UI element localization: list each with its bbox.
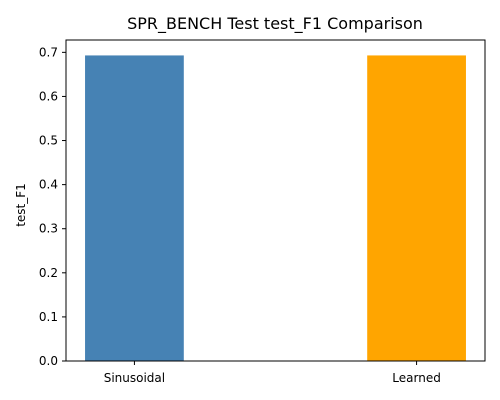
bar-learned <box>367 55 466 362</box>
y-tick-label: 0.0 <box>39 354 58 368</box>
y-tick-label: 0.3 <box>39 222 58 236</box>
x-tick-label: Learned <box>392 371 441 385</box>
y-axis-label: test_F1 <box>14 183 28 227</box>
y-tick-label: 0.2 <box>39 266 58 280</box>
plot-frame <box>65 39 486 362</box>
y-tick-label: 0.1 <box>39 310 58 324</box>
x-tick-label: Sinusoidal <box>104 371 165 385</box>
y-tick-label: 0.7 <box>39 45 58 59</box>
y-tick-label: 0.5 <box>39 134 58 148</box>
bars-group <box>85 55 466 362</box>
bar-sinusoidal <box>85 55 184 362</box>
chart-title: SPR_BENCH Test test_F1 Comparison <box>127 14 423 34</box>
y-tick-label: 0.4 <box>39 178 58 192</box>
x-axis-ticks: Sinusoidal Learned <box>104 361 441 385</box>
y-axis-ticks: 0.0 0.1 0.2 0.3 0.4 0.5 0.6 0.7 <box>39 45 66 368</box>
y-tick-label: 0.6 <box>39 89 58 103</box>
